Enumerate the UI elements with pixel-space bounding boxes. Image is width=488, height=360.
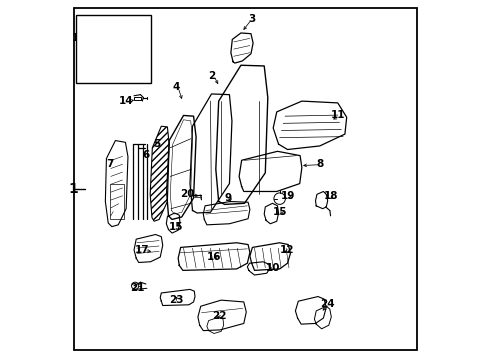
Text: 16: 16 bbox=[206, 252, 221, 262]
Polygon shape bbox=[86, 39, 101, 62]
Text: 2: 2 bbox=[208, 71, 215, 81]
Text: 8: 8 bbox=[316, 159, 323, 169]
Text: 23: 23 bbox=[169, 295, 183, 305]
Text: 1: 1 bbox=[68, 182, 78, 196]
Text: 18: 18 bbox=[323, 191, 337, 201]
Text: 4: 4 bbox=[172, 82, 180, 92]
Text: 14: 14 bbox=[119, 96, 133, 106]
Text: 5: 5 bbox=[153, 139, 160, 149]
Bar bbox=[76, 15, 151, 83]
Text: 15: 15 bbox=[273, 207, 287, 217]
Text: 6: 6 bbox=[142, 150, 149, 160]
Text: 22: 22 bbox=[212, 311, 226, 321]
Text: 24: 24 bbox=[319, 299, 334, 309]
Polygon shape bbox=[150, 126, 169, 221]
Text: 20: 20 bbox=[180, 189, 194, 199]
Text: 10: 10 bbox=[265, 263, 280, 273]
Text: 12: 12 bbox=[280, 245, 294, 255]
Text: 15: 15 bbox=[169, 222, 183, 231]
Text: 3: 3 bbox=[247, 14, 255, 24]
Text: 7: 7 bbox=[106, 159, 114, 169]
Text: 11: 11 bbox=[330, 111, 344, 121]
Text: 17: 17 bbox=[135, 245, 149, 255]
Text: 9: 9 bbox=[224, 193, 231, 203]
Text: 19: 19 bbox=[280, 191, 294, 201]
Text: 13: 13 bbox=[72, 33, 86, 43]
Bar bbox=[134, 97, 141, 100]
Text: 21: 21 bbox=[129, 283, 144, 293]
